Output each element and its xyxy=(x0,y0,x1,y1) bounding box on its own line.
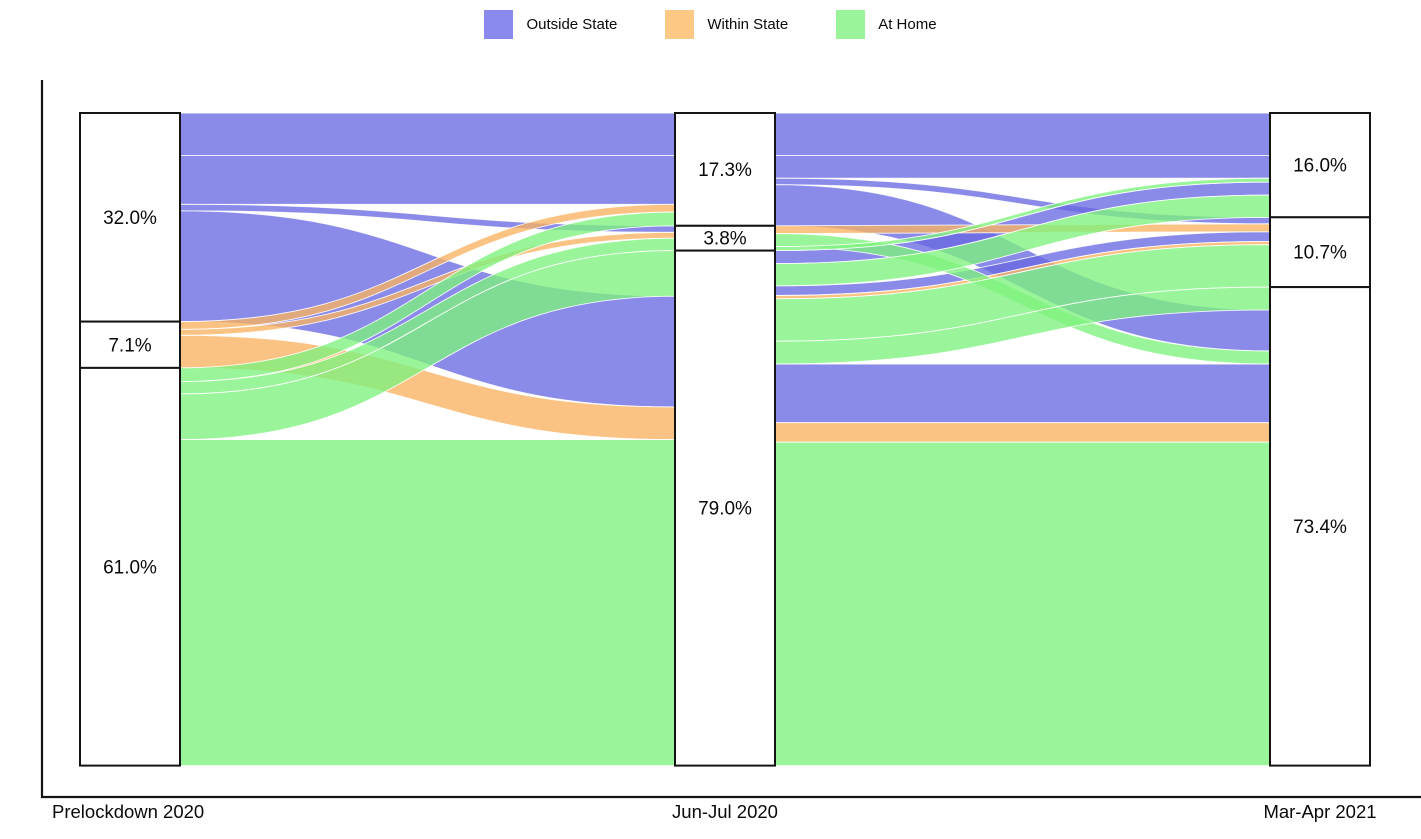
flow-at-home-to-at-home xyxy=(179,439,676,767)
flow-at-home-to-at-home xyxy=(774,422,1271,443)
node-jun-jul-2020-at-home xyxy=(674,249,776,767)
legend-item-outside-state: Outside State xyxy=(484,10,617,39)
axis-label-prelockdown-2020: Prelockdown 2020 xyxy=(52,801,205,822)
node-value-label: 10.7% xyxy=(1293,243,1347,264)
node-prelockdown-2020-within-state xyxy=(79,320,181,369)
node-value-label: 79.0% xyxy=(698,499,752,520)
legend: Outside State Within State At Home xyxy=(0,10,1421,39)
node-value-label: 61.0% xyxy=(103,557,157,578)
node-prelockdown-2020-at-home xyxy=(79,366,181,767)
node-value-label: 17.3% xyxy=(698,160,752,181)
legend-swatch-within-state xyxy=(665,10,695,39)
node-columns: 32.0% 7.1% 61.0% 17.3% 3.8% 79.0% 16.0% 10.7% 73… xyxy=(79,112,1371,767)
flow-at-home-to-at-home xyxy=(774,441,1271,767)
node-value-label: 16.0% xyxy=(1293,156,1347,177)
legend-swatch-at-home xyxy=(836,10,866,39)
legend-item-within-state: Within State xyxy=(665,10,788,39)
node-jun-jul-2020-outside-state xyxy=(674,112,776,227)
legend-label-within-state: Within State xyxy=(707,16,789,33)
flow-ribbons xyxy=(179,112,1271,767)
node-mar-apr-2021-within-state xyxy=(1269,216,1371,289)
node-value-label: 32.0% xyxy=(103,208,157,229)
axis-label-mar-apr-2021: Mar-Apr 2021 xyxy=(1263,801,1377,822)
legend-item-at-home: At Home xyxy=(836,10,937,39)
legend-swatch-outside-state xyxy=(484,10,514,39)
node-prelockdown-2020-outside-state xyxy=(79,112,181,323)
flow-outside-state-to-outside-state xyxy=(179,154,676,205)
flow-at-home-to-at-home xyxy=(774,363,1271,424)
legend-label-at-home: At Home xyxy=(878,16,937,33)
flow-outside-state-to-outside-state xyxy=(774,154,1271,179)
flow-outside-state-to-outside-state xyxy=(774,112,1271,156)
node-value-label: 73.4% xyxy=(1293,517,1347,538)
legend-label-outside-state: Outside State xyxy=(526,16,618,33)
node-value-label: 7.1% xyxy=(108,335,151,356)
node-mar-apr-2021-at-home xyxy=(1269,286,1371,767)
flow-outside-state-to-outside-state xyxy=(179,112,676,156)
node-value-label: 3.8% xyxy=(703,229,746,250)
axis-label-jun-jul-2020: Jun-Jul 2020 xyxy=(672,801,778,822)
